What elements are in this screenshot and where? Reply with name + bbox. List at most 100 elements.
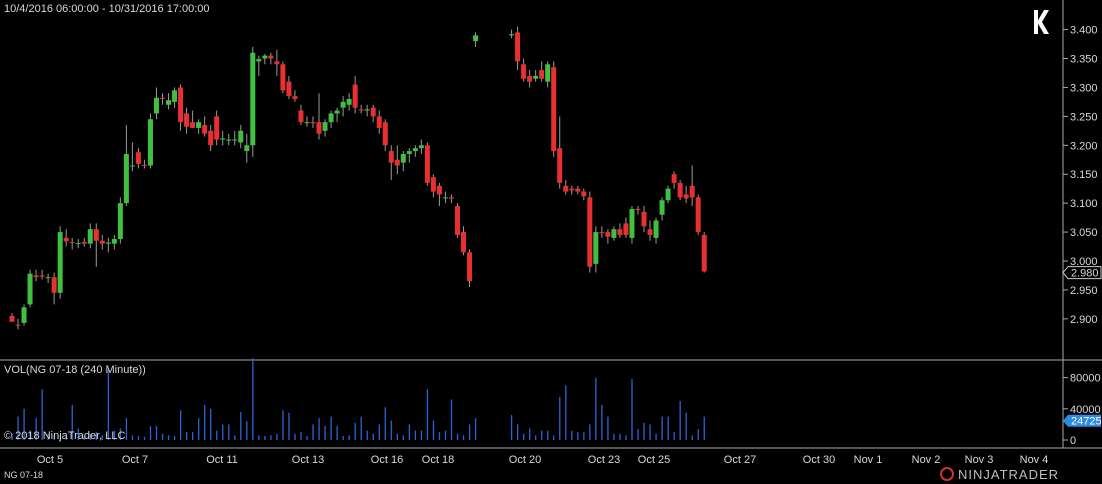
last-price-label: 2.980 <box>1071 268 1099 280</box>
candle-body <box>9 315 15 322</box>
k-bracket-icon[interactable] <box>1033 9 1051 35</box>
volume-bar <box>264 436 266 440</box>
volume-bar <box>216 430 218 440</box>
candle <box>370 104 376 123</box>
candle-body <box>135 152 141 164</box>
candle <box>448 194 454 204</box>
volume-bar <box>155 425 158 440</box>
candle-body <box>629 208 635 238</box>
volume-bar <box>661 416 663 440</box>
candle-body <box>334 110 340 114</box>
volume-bar <box>336 425 338 440</box>
candle <box>659 197 665 221</box>
volume-bar <box>222 424 224 440</box>
time-tick-label: Nov 1 <box>854 454 883 466</box>
date-range-label: 10/4/2016 06:00:00 - 10/31/2016 17:00:00 <box>4 3 210 15</box>
candle-body <box>671 174 677 183</box>
candle <box>515 26 521 71</box>
volume-bar <box>631 379 633 440</box>
time-tick-label: Nov 2 <box>912 454 941 466</box>
candle <box>33 269 39 282</box>
candle <box>304 116 310 127</box>
volume-bar <box>601 404 603 440</box>
volume-bar <box>113 430 116 440</box>
volume-bar <box>354 422 356 440</box>
candle <box>292 90 298 102</box>
price-tick-label: 3.400 <box>1070 25 1098 37</box>
volume-bar <box>378 424 380 440</box>
candle <box>328 110 334 128</box>
candle <box>310 116 316 128</box>
candle <box>665 185 671 204</box>
volume-bar <box>23 408 25 440</box>
price-tick-label: 2.900 <box>1070 314 1098 326</box>
candle-body <box>51 277 57 293</box>
volume-bar <box>655 433 657 440</box>
volume-bar <box>468 424 471 440</box>
candle <box>214 110 220 146</box>
volume-bar <box>143 436 146 440</box>
volume-bar <box>71 404 73 440</box>
candle <box>256 55 262 76</box>
volume-bar <box>625 435 627 440</box>
volume-bar <box>270 435 272 440</box>
volume-bar <box>41 389 43 440</box>
candle-body <box>57 232 63 293</box>
volume-bar <box>384 407 386 440</box>
candle-body <box>665 188 671 201</box>
candle <box>563 180 569 195</box>
candle-body <box>196 122 202 128</box>
candle-body <box>605 232 611 237</box>
volume-bar <box>77 428 79 440</box>
volume-bar <box>53 435 55 440</box>
candle <box>442 191 448 204</box>
candle <box>346 93 352 111</box>
volume-bar <box>185 432 188 440</box>
volume-bar <box>125 418 128 440</box>
candle-body <box>551 67 557 152</box>
candle-body <box>262 55 268 59</box>
volume-bar <box>312 424 314 440</box>
candle-body <box>129 165 135 167</box>
candle <box>21 304 27 326</box>
volume-bar <box>673 432 675 440</box>
candle-body <box>370 107 376 117</box>
candle-body <box>172 90 178 102</box>
candle-body <box>184 113 190 127</box>
candle <box>551 61 557 157</box>
volume-bar <box>565 385 567 440</box>
time-tick-label: Nov 3 <box>965 454 994 466</box>
candle <box>99 234 105 250</box>
candle <box>352 75 358 114</box>
volume-bar <box>318 418 320 440</box>
volume-bar <box>137 436 140 440</box>
volume-bar <box>246 421 248 440</box>
candle-body <box>677 182 683 198</box>
candle-body <box>394 159 400 166</box>
candle <box>238 125 244 149</box>
candle-body <box>581 191 587 197</box>
candle-body <box>358 109 364 111</box>
volume-bar <box>595 377 597 440</box>
candle-body <box>442 197 448 199</box>
candle-body <box>304 122 310 124</box>
candle <box>641 206 647 233</box>
volume-bar <box>414 430 417 440</box>
candle-body <box>653 220 659 238</box>
candle-body <box>99 240 105 244</box>
candle-body <box>214 116 220 140</box>
candle-body <box>166 100 172 105</box>
volume-bar <box>390 420 392 440</box>
candle-body <box>39 275 45 277</box>
candle <box>436 182 442 207</box>
candle <box>605 229 611 244</box>
candle <box>689 165 695 207</box>
candle <box>196 119 202 134</box>
candle <box>473 32 479 47</box>
volume-bar <box>523 433 525 440</box>
volume-bar <box>228 424 230 440</box>
last-volume-label: 24725 <box>1071 416 1102 428</box>
volume-tick-label: 40000 <box>1070 404 1101 416</box>
candle <box>400 151 406 172</box>
